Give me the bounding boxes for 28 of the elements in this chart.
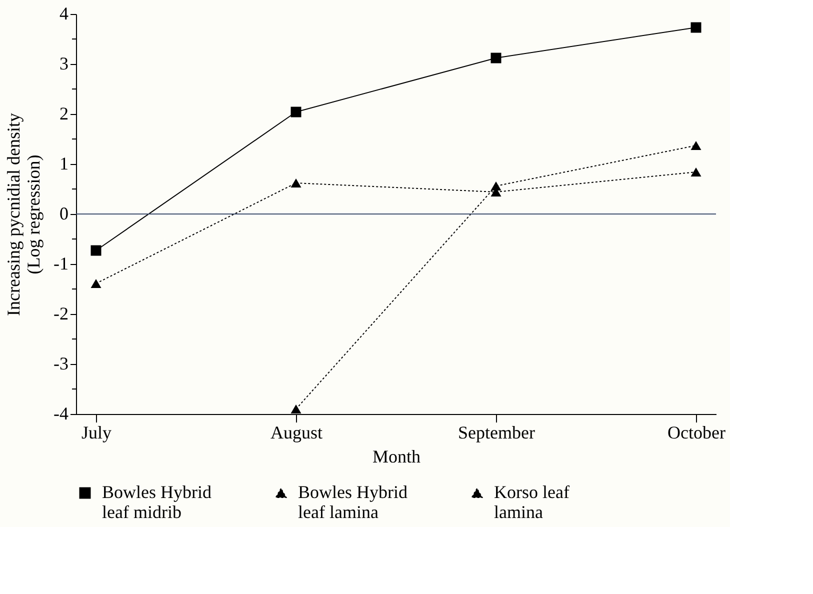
point: [690, 22, 702, 33]
y-tick-label: -1: [54, 254, 68, 274]
legend-label: Bowles Hybrid leaf midrib: [102, 482, 212, 522]
y-tick-label: 3: [60, 54, 68, 74]
x-tick-label: August: [270, 422, 323, 442]
point: [290, 178, 302, 188]
y-tick-label: -4: [54, 404, 68, 424]
point: [490, 181, 502, 191]
x-tick-label: September: [458, 422, 535, 442]
point: [90, 278, 102, 288]
y-axis-title: Increasing pycnidial density (Log regression): [4, 113, 44, 316]
y-tick-label: 4: [60, 4, 68, 24]
point: [690, 140, 702, 150]
x-tick-label: July: [81, 422, 112, 442]
y-tick-label: -2: [54, 304, 68, 324]
point: [90, 245, 102, 256]
y-tick-label: 0: [60, 204, 68, 224]
x-tick-label: October: [668, 422, 726, 442]
point: [290, 106, 302, 118]
y-tick-label: 2: [60, 104, 68, 124]
y-tick-label: -3: [54, 354, 68, 374]
legend-label: Bowles Hybrid leaf lamina: [298, 482, 408, 522]
point: [290, 404, 302, 414]
x-axis-title: Month: [372, 446, 421, 466]
point: [490, 52, 502, 64]
point: [690, 167, 702, 177]
y-tick-label: 1: [60, 154, 68, 174]
legend-label: Korso leaf lamina: [494, 482, 570, 522]
